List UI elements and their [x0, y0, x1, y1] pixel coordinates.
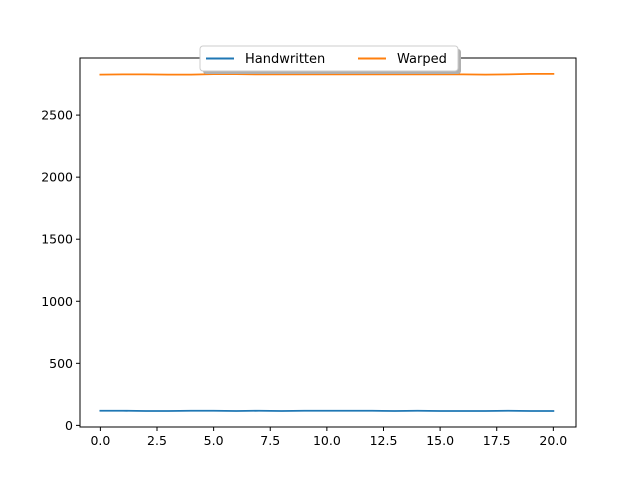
x-tick-label: 5.0	[204, 433, 224, 448]
y-tick-label: 0	[65, 418, 73, 433]
y-tick-label: 500	[49, 356, 73, 371]
series-line-warped	[99, 72, 555, 76]
series-layer	[99, 72, 555, 412]
legend-label-warped: Warped	[397, 52, 447, 67]
x-tick-label: 20.0	[539, 433, 567, 448]
x-tick-label: 7.5	[260, 433, 280, 448]
plot-area	[80, 58, 576, 427]
x-axis: 0.0 2.5 5.0 7.5 10.0 12.5 15.0 17.5 20.0	[90, 427, 567, 448]
x-tick-label: 17.5	[483, 433, 511, 448]
y-tick-label: 1500	[41, 232, 73, 247]
x-tick-label: 12.5	[370, 433, 398, 448]
x-tick-label: 2.5	[147, 433, 167, 448]
legend: Handwritten Warped	[199, 45, 461, 74]
y-tick-label: 2000	[41, 170, 73, 185]
y-tick-label: 2500	[41, 108, 73, 123]
y-axis: 0 500 1000 1500 2000 2500	[41, 108, 80, 433]
x-tick-label: 0.0	[90, 433, 110, 448]
y-tick-label: 1000	[41, 294, 73, 309]
legend-box	[199, 45, 459, 72]
x-tick-label: 10.0	[313, 433, 341, 448]
x-tick-label: 15.0	[426, 433, 454, 448]
legend-label-handwritten: Handwritten	[245, 52, 325, 67]
